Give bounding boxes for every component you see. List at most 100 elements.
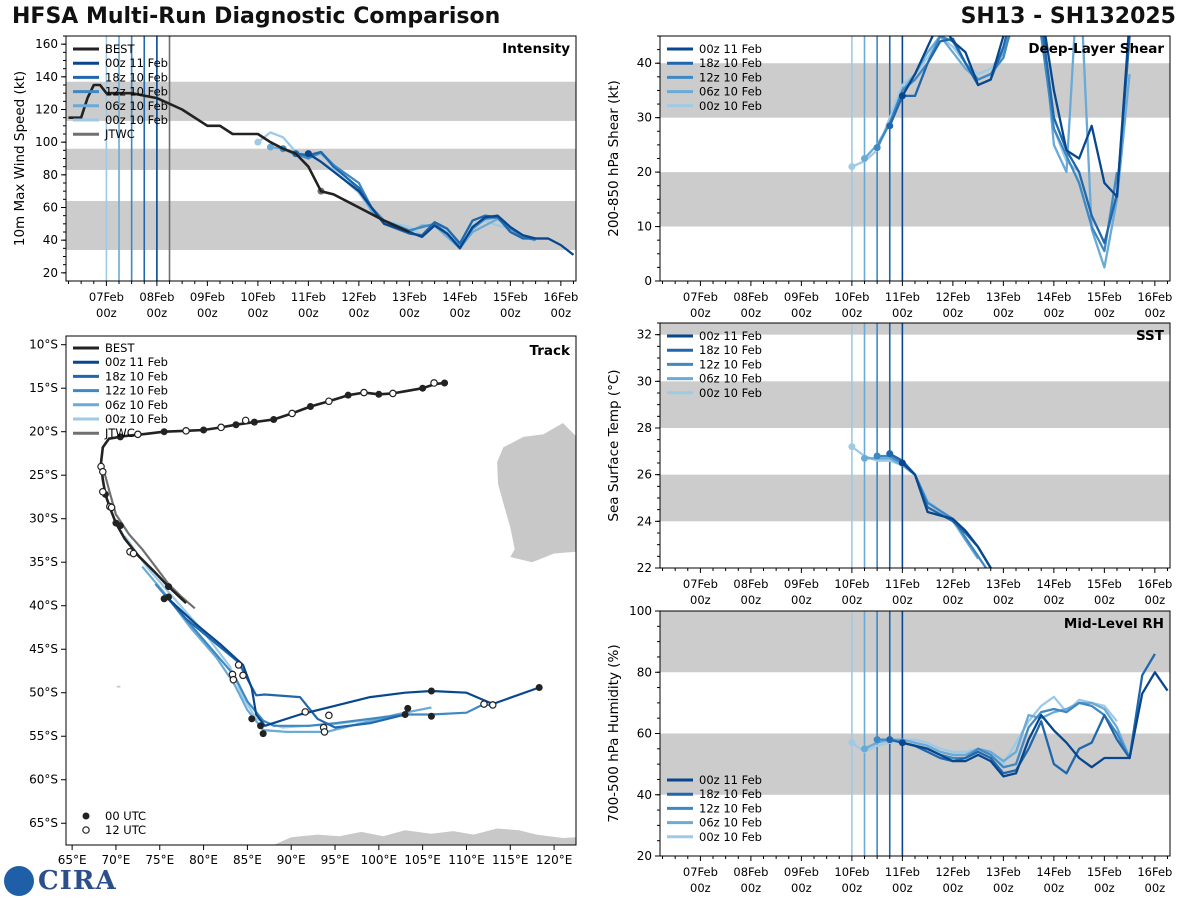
intensity-series-00z-11-feb	[307, 152, 575, 256]
intensity-xtick-label: 13Feb	[392, 290, 427, 304]
rh-xtick-sublabel: 00z	[741, 881, 762, 895]
track-xtick-label: 90°E	[277, 853, 306, 867]
track-xtick-label: 100°E	[361, 853, 398, 867]
intensity-series-best	[68, 83, 410, 234]
track-marker-00utc	[427, 687, 435, 695]
track-marker-12utc	[134, 430, 142, 439]
intensity-band-0	[66, 200, 576, 250]
track-legend-label-18z-10-feb: 18z 10 Feb	[105, 369, 168, 383]
shear-ytick-label: 0	[644, 274, 652, 288]
track-legend-label-12z-10-feb: 12z 10 Feb	[105, 384, 168, 398]
shear-xtick-sublabel: 00z	[842, 306, 863, 320]
sst-xtick-label: 16Feb	[1137, 577, 1172, 591]
sst-title: SST	[1136, 328, 1165, 344]
intensity-legend-label-best: BEST	[105, 42, 135, 56]
shear-xtick-label: 08Feb	[733, 290, 768, 304]
intensity-panel: 20 40 60 80 100 120 140 160 07Feb 00z 08Feb 00z 09Fe…	[12, 35, 578, 320]
intensity-legend-label-jtwc: JTWC	[104, 127, 135, 141]
intensity-ytick-label: 100	[35, 135, 58, 149]
intensity-ytick-label: 120	[35, 103, 58, 117]
track-frame	[65, 335, 577, 846]
sst-start-marker-12z-10-feb	[873, 452, 881, 460]
track-marker-12utc	[430, 379, 438, 387]
intensity-ytick-label: 20	[43, 266, 58, 280]
intensity-ytick-label: 80	[43, 168, 58, 182]
track-marker-00utc	[116, 433, 124, 441]
shear-series-18z-10-feb	[888, 36, 1131, 245]
sst-ytick-label: 22	[637, 561, 652, 575]
shear-xtick-label: 10Feb	[834, 290, 869, 304]
shear-xtick-label: 13Feb	[986, 290, 1021, 304]
track-xtick-label: 110°E	[448, 853, 485, 867]
track-ytick-label: 20°S	[29, 425, 58, 439]
sst-xtick-label: 11Feb	[885, 577, 920, 591]
sst-xtick-sublabel: 00z	[892, 593, 913, 607]
rh-xtick-label: 08Feb	[733, 865, 768, 879]
rh-xtick-sublabel: 00z	[993, 881, 1014, 895]
sst-start-marker-06z-10-feb	[861, 454, 869, 462]
rh-xtick-label: 14Feb	[1036, 865, 1071, 879]
sst-xtick-sublabel: 00z	[1094, 593, 1115, 607]
intensity-xtick-label: 12Feb	[341, 290, 376, 304]
rh-xtick-label: 10Feb	[834, 865, 869, 879]
rh-legend-label-00z-11-feb: 00z 11 Feb	[699, 773, 762, 787]
rh-xtick-sublabel: 00z	[1145, 881, 1166, 895]
track-marker-00utc	[401, 710, 409, 718]
shear-xtick-sublabel: 00z	[892, 306, 913, 320]
intensity-xtick-sublabel: 00z	[349, 306, 370, 320]
cira-logo: CIRA	[4, 866, 117, 896]
track-marker-12utc	[241, 416, 250, 425]
sst-xtick-sublabel: 00z	[741, 593, 762, 607]
intensity-xtick-sublabel: 00z	[500, 306, 521, 320]
track-marker-12utc	[99, 487, 107, 496]
track-marker-00utc	[441, 379, 449, 387]
track-marker-12utc	[360, 388, 368, 397]
sst-xtick-sublabel: 00z	[1044, 593, 1065, 607]
track-line-06z-10-feb	[141, 565, 432, 734]
sst-legend-label-06z-10-feb: 06z 10 Feb	[699, 372, 762, 386]
track-ytick-label: 50°S	[29, 686, 58, 700]
rh-title: Mid-Level RH	[1064, 616, 1164, 632]
track-marker-12utc	[229, 675, 238, 684]
shear-legend-label-00z-11-feb: 00z 11 Feb	[699, 42, 762, 56]
rh-start-marker-12z-10-feb	[873, 736, 881, 744]
shear-legend-label-06z-10-feb: 06z 10 Feb	[699, 85, 762, 99]
intensity-xtick-sublabel: 00z	[551, 306, 572, 320]
sst-legend-label-12z-10-feb: 12z 10 Feb	[699, 357, 762, 371]
noaa-icon	[4, 866, 34, 896]
shear-xtick-sublabel: 00z	[1145, 306, 1166, 320]
rh-xtick-label: 11Feb	[885, 865, 920, 879]
track-marker-12utc	[129, 549, 138, 558]
sst-ytick-label: 28	[637, 421, 652, 435]
track-marker-12utc	[301, 708, 310, 716]
track-ytick-label: 45°S	[29, 642, 58, 656]
track-ytick-label: 25°S	[29, 468, 58, 482]
track-xtick-label: 95°E	[321, 853, 350, 867]
track-marker-00utc	[419, 384, 427, 392]
intensity-legend-label-12z-10-feb: 12z 10 Feb	[105, 85, 168, 99]
track-marker-00utc	[427, 712, 435, 720]
sst-xtick-sublabel: 00z	[842, 593, 863, 607]
track-xtick-label: 85°E	[233, 853, 262, 867]
shear-series-00z-11-feb	[901, 36, 1130, 198]
intensity-xtick-sublabel: 00z	[450, 306, 471, 320]
track-xtick-label: 115°E	[492, 853, 529, 867]
sst-band-1	[660, 381, 1170, 428]
intensity-xtick-sublabel: 00z	[197, 306, 218, 320]
track-legend-label-00z-11-feb: 00z 11 Feb	[105, 355, 168, 369]
sst-xtick-sublabel: 00z	[1145, 593, 1166, 607]
rh-ylabel: 700-500 hPa Humidity (%)	[606, 644, 622, 822]
track-line-18z-10-feb	[163, 593, 406, 729]
track-ytick-label: 35°S	[29, 555, 58, 569]
shear-panel: 0 10 20 30 40 07Feb 00z 08Feb 00z 09Feb 00z 10Feb 00…	[606, 35, 1172, 320]
rh-series-06z-10-feb	[863, 701, 1131, 763]
track-marker-00utc	[160, 428, 168, 436]
shear-ytick-label: 40	[637, 56, 652, 70]
sst-xtick-label: 07Feb	[683, 577, 718, 591]
shear-xtick-sublabel: 00z	[1044, 306, 1065, 320]
intensity-xtick-sublabel: 00z	[298, 306, 319, 320]
sst-xtick-label: 09Feb	[784, 577, 819, 591]
intensity-legend-label-00z-10-feb: 00z 10 Feb	[105, 113, 168, 127]
sst-series-12z-10-feb	[877, 454, 988, 568]
